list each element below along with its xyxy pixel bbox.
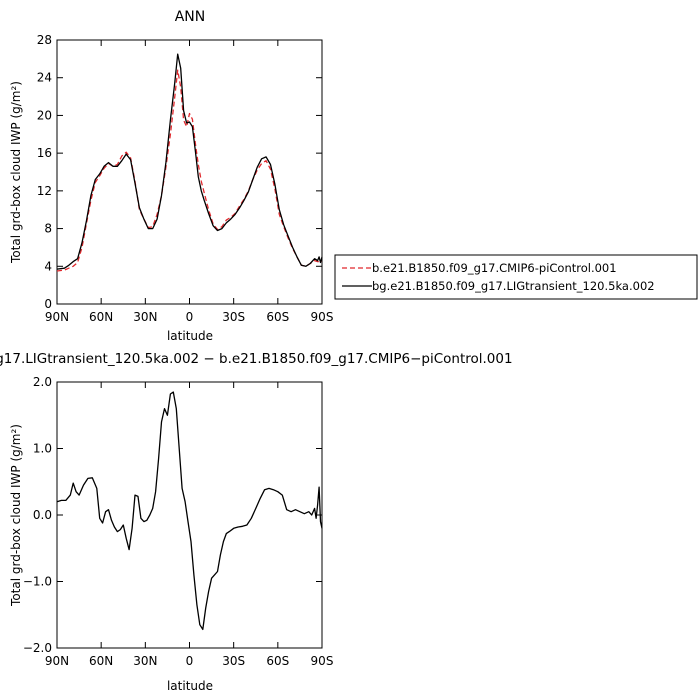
bottom-series-line-0 [56,391,323,631]
top-series-line-0 [56,69,322,272]
bottom-x-tick-label: 30N [133,654,157,668]
bottom-y-tick-label: −1.0 [23,575,52,589]
top-chart-title: ANN [175,9,206,25]
bottom-x-tick-label: 90S [311,654,334,668]
top-x-tick-label: 30N [133,310,157,324]
legend-label-control: b.e21.B1850.f09_g17.CMIP6-piControl.001 [372,261,617,275]
bottom-x-tick-label: 90N [45,654,69,668]
top-x-ticks: 90N 60N 30N 0 30S 60S 90S [45,40,334,324]
top-y-tick-label: 20 [37,108,52,122]
bottom-y-tick-label: 0.0 [33,508,52,522]
top-series-line-1 [56,53,323,270]
top-y-axis-label: Total grd-box cloud IWP (g/m²) [9,81,23,264]
top-x-axis-label: latitude [167,329,213,343]
bottom-panel: bg.e21.B1850.f09_g17.LIGtransient_120.5k… [0,351,513,693]
bottom-x-tick-label: 30S [222,654,245,668]
bottom-y-ticks: −2.0 −1.0 0.0 1.0 2.0 [23,375,322,655]
legend-box [334,254,698,300]
top-x-tick-label: 60N [89,310,113,324]
top-plot-frame [56,39,323,305]
top-y-tick-label: 8 [44,222,52,236]
top-y-tick-label: 0 [44,297,52,311]
top-x-tick-label: 90S [311,310,334,324]
top-x-tick-label: 90N [45,310,69,324]
bottom-y-tick-label: 1.0 [33,442,52,456]
bottom-x-tick-label: 0 [186,654,194,668]
bottom-plot-frame [56,381,323,649]
bottom-x-ticks: 90N 60N 30N 0 30S 60S 90S [45,382,334,668]
legend-label-lig: bg.e21.B1850.f09_g17.LIGtransient_120.5k… [372,279,655,293]
top-y-tick-label: 28 [37,33,52,47]
legend: b.e21.B1850.f09_g17.CMIP6-piControl.001 … [334,254,698,300]
top-x-tick-label: 30S [222,310,245,324]
top-panel: ANN 90N 60N 30N 0 30S 60S 90S 0 4 8 12 16 20 24 28 la… [9,9,333,343]
top-y-ticks: 0 4 8 12 16 20 24 28 [37,33,322,311]
bottom-y-tick-label: −2.0 [23,641,52,655]
bottom-x-tick-label: 60N [89,654,113,668]
bottom-x-tick-label: 60S [266,654,289,668]
top-x-tick-label: 60S [266,310,289,324]
bottom-y-axis-label: Total grd-box cloud IWP (g/m²) [9,424,23,607]
top-x-tick-label: 0 [186,310,194,324]
top-y-tick-label: 12 [37,184,52,198]
top-series-lines [56,53,323,272]
top-y-tick-label: 24 [37,71,52,85]
bottom-x-axis-label: latitude [167,679,213,693]
bottom-chart-title: bg.e21.B1850.f09_g17.LIGtransient_120.5k… [0,351,513,367]
bottom-y-tick-label: 2.0 [33,375,52,389]
top-y-tick-label: 16 [37,146,52,160]
top-y-tick-label: 4 [44,259,52,273]
bottom-series-lines [56,391,323,631]
